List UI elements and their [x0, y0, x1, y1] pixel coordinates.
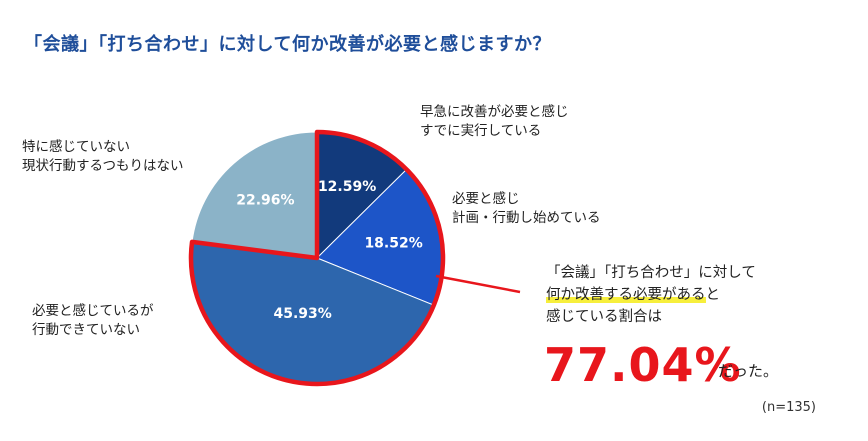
slice-label-3: 特に感じていない 現状行動するつもりはない	[22, 138, 183, 176]
callout-line-1: 「会議」「打ち合わせ」に対して	[546, 265, 756, 281]
slice-value-label-3: 22.96%	[236, 192, 294, 208]
slice-label-3-line-1: 特に感じていない	[22, 139, 130, 155]
slice-label-3-line-2: 現状行動するつもりはない	[22, 158, 184, 174]
slice-label-0-line-2: すでに実行している	[420, 123, 542, 139]
chart-title: 「会議」「打ち合わせ」に対して何か改善が必要と感じますか？	[24, 34, 551, 55]
callout-line-3: 感じている割合は	[546, 309, 662, 325]
slice-value-label-2: 45.93%	[273, 306, 331, 322]
slice-value-label-0: 12.59%	[318, 179, 376, 195]
highlight-outline	[188, 129, 446, 387]
pie-slice-3	[191, 131, 318, 259]
callout-line-2-rest: と	[705, 287, 721, 303]
callout-tail: だった。	[718, 362, 779, 380]
slice-label-1-line-2: 計画・行動し始めている	[452, 210, 601, 226]
callout-highlight: 何か改善する必要がある	[546, 287, 706, 303]
sample-size-note: (n=135)	[761, 400, 816, 415]
callout-leader-line	[435, 274, 521, 294]
slice-value-label-1: 18.52%	[364, 236, 422, 252]
slice-label-2-line-1: 必要と感じているが	[32, 303, 154, 319]
slice-label-1: 必要と感じ 計画・行動し始めている	[452, 190, 601, 228]
slice-label-2-line-2: 行動できていない	[32, 322, 140, 338]
callout-big-value: 77.04%	[544, 338, 742, 392]
slice-label-0-line-1: 早急に改善が必要と感じ	[420, 104, 569, 120]
slice-label-2: 必要と感じているが 行動できていない	[32, 302, 154, 340]
slice-label-0: 早急に改善が必要と感じ すでに実行している	[420, 103, 569, 141]
callout-line-2: 何か改善する必要があると	[546, 284, 756, 306]
callout-text: 「会議」「打ち合わせ」に対して 何か改善する必要があると 感じている割合は	[546, 262, 756, 328]
slice-label-1-line-1: 必要と感じ	[452, 191, 520, 207]
